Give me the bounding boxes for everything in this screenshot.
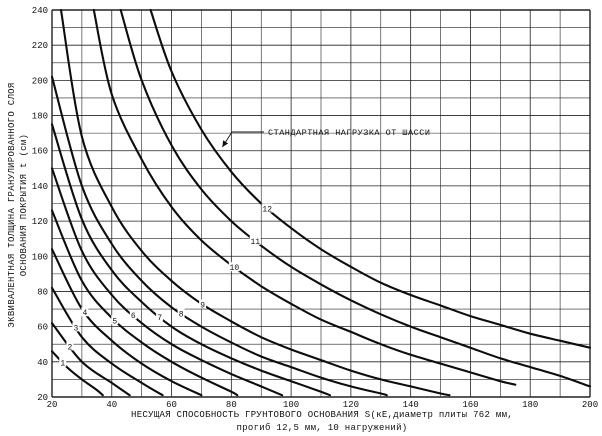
curve-label-gap: [59, 357, 67, 367]
y-tick-label: 220: [32, 41, 48, 51]
grid: [51, 9, 591, 398]
x-tick-label: 200: [582, 400, 598, 410]
curve-label-3: 3: [74, 324, 79, 333]
curve-6: [50, 167, 284, 397]
curve-label-10: 10: [230, 264, 240, 273]
x-tick-label: 120: [343, 400, 359, 410]
curve-12: [149, 8, 592, 349]
y-axis-title-line1: ЭКВИВАЛЕНТНАЯ ТОЛЩИНА ГРАНУЛИРОВАННОГО С…: [7, 82, 17, 327]
y-tick-label: 140: [32, 182, 48, 192]
x-tick-label: 100: [283, 400, 299, 410]
x-tick-label: 20: [47, 400, 58, 410]
curve-2: [50, 322, 131, 397]
curve-label-gap: [249, 235, 261, 245]
curve-label-8: 8: [179, 310, 184, 319]
x-axis-title-line2: прогиб 12,5 мм, 10 нагружений): [236, 423, 407, 433]
curve-7: [50, 123, 332, 397]
curve-label-gap: [111, 315, 119, 325]
curve-label-gap: [129, 310, 137, 320]
x-tick-label: 180: [522, 400, 538, 410]
curve-label-gap: [228, 262, 240, 272]
curve-label-1: 1: [60, 360, 65, 369]
curve-label-4: 4: [82, 309, 87, 318]
curve-label-11: 11: [250, 238, 260, 247]
x-tick-label: 40: [106, 400, 117, 410]
y-axis-ticks: 20 40 60 80 100 120 140 160 180 200 220 240: [32, 6, 48, 403]
y-tick-label: 240: [32, 6, 48, 16]
curve-label-7: 7: [157, 314, 162, 323]
y-tick-label: 200: [32, 76, 48, 86]
curve-label-gap: [72, 322, 80, 332]
y-tick-label: 160: [32, 147, 48, 157]
y-tick-label: 20: [37, 393, 48, 403]
y-tick-label: 180: [32, 112, 48, 122]
curve-8: [50, 75, 388, 397]
curve-10: [92, 8, 517, 386]
y-tick-label: 60: [37, 323, 48, 333]
curve-3: [50, 286, 164, 397]
x-tick-label: 60: [166, 400, 177, 410]
y-tick-label: 120: [32, 217, 48, 227]
y-tick-label: 80: [37, 287, 48, 297]
annotation: СТАНДАРТНАЯ НАГРУЗКА ОТ ШАССИ: [221, 128, 430, 148]
curve-label-9: 9: [200, 301, 205, 310]
x-tick-label: 80: [226, 400, 237, 410]
y-tick-label: 100: [32, 252, 48, 262]
curve-9: [59, 8, 451, 397]
curve-label-2: 2: [68, 343, 73, 352]
curve-label-gap: [177, 308, 185, 318]
x-axis-ticks: 20 40 60 80 100 120 140 160 180 200: [47, 400, 599, 410]
series-group: [50, 8, 592, 397]
y-axis-title-line2: ОСНОВАНИЯ ПОКРЫТИЯ t (см): [19, 134, 29, 277]
curve-label-gap: [156, 311, 164, 321]
curve-label-12: 12: [262, 205, 272, 214]
annotation-text: СТАНДАРТНАЯ НАГРУЗКА ОТ ШАССИ: [268, 128, 430, 138]
annotation-leader-diagonal: [221, 131, 233, 148]
x-tick-label: 140: [403, 400, 419, 410]
curve-label-gap: [66, 341, 74, 351]
curve-5: [50, 209, 239, 397]
x-axis-title-line1: НЕСУЩАЯ СПОСОБНОСТЬ ГРУНТОВОГО ОСНОВАНИЯ…: [131, 410, 513, 420]
curve-label-gap: [81, 307, 89, 317]
curve-11: [119, 8, 592, 388]
x-tick-label: 160: [462, 400, 478, 410]
curve-label-gap: [199, 299, 207, 309]
curve-label-6: 6: [131, 312, 136, 321]
curve-4: [50, 248, 203, 397]
curve-label-gap: [261, 203, 273, 213]
curve-label-5: 5: [112, 317, 117, 326]
y-tick-label: 40: [37, 358, 48, 368]
